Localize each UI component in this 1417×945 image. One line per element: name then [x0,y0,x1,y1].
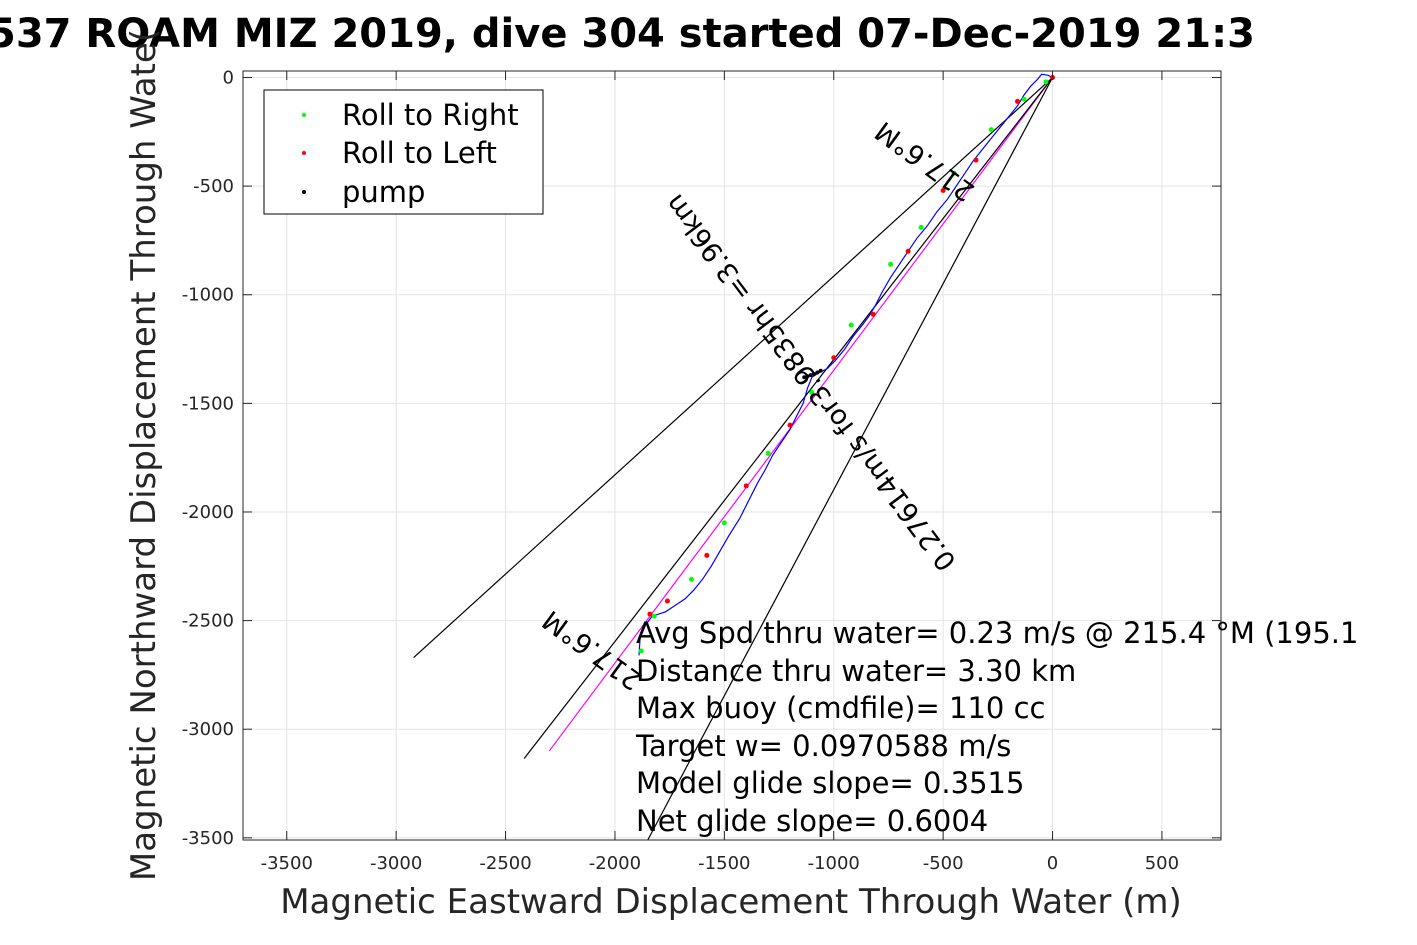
x-tick-label: -3500 [261,853,313,874]
x-tick-label: 0 [1047,853,1058,874]
legend-marker-pump [302,190,306,194]
pump-point [808,373,813,378]
plot-frame [242,70,1222,841]
pump-point [805,374,810,379]
y-tick-label: -1000 [182,285,234,306]
annotation-net-glide: Net glide slope= 0.6004 [636,804,988,838]
roll-left-point [1015,98,1021,104]
roll-left-point [831,355,837,361]
annotation-target-w: Target w= 0.0970588 m/s [635,729,1011,763]
y-tick-label: 0 [223,68,234,89]
x-tick-label: 500 [1145,853,1179,874]
pump-point [812,372,817,377]
x-tick-label: -1500 [698,853,750,874]
x-tick-label: -3000 [370,853,422,874]
legend-label-pump: pump [342,175,425,209]
roll-right-point [721,520,727,526]
rotated-label: 217.6°M [537,604,648,696]
roll-markers [638,75,1056,654]
roll-right-point [765,450,771,456]
x-tick-label: -500 [923,853,964,874]
reference-lines [413,77,1054,841]
roll-right-point [651,613,657,619]
annotation-max-buoy: Max buoy (cmdfile)= 110 cc [636,691,1045,725]
roll-right-point [888,261,894,267]
x-tick-label: -2500 [479,853,531,874]
legend-box [263,89,544,215]
y-tick-label: -3500 [182,828,234,849]
annotation-model-glide: Model glide slope= 0.3515 [636,766,1024,800]
y-tick-label: -1500 [182,393,234,414]
roll-right-point [809,390,815,396]
x-tick-label: -1000 [808,853,860,874]
pump-point [818,368,823,373]
roll-right-point [1043,79,1049,85]
roll-left-point [704,552,710,558]
reference-line-wedge_right [647,77,1054,841]
roll-right-point [918,224,924,230]
roll-right-point [988,127,994,133]
axis-ticks: -3500 -3000 -2500 -2000 -1500 -1000 -500 0 500 0 -… [182,68,1221,874]
y-tick-label: -3000 [182,719,234,740]
legend-marker-roll-left [302,151,306,155]
dive-track [638,73,1053,656]
legend-label-roll-left: Roll to Left [342,136,497,170]
roll-right-point [951,170,957,176]
y-axis-title: Magnetic Northward Displacement Through … [124,29,164,881]
roll-right-point [638,648,644,654]
roll-left-point [940,187,946,193]
y-tick-label: -500 [193,176,234,197]
annotation-distance: Distance thru water= 3.30 km [636,654,1076,688]
legend-marker-roll-right [302,113,306,117]
roll-left-point [664,598,670,604]
chart-title: 537 ROAM MIZ 2019, dive 304 started 07-D… [0,11,1255,57]
x-tick-label: -2000 [589,853,641,874]
roll-left-point [870,311,876,317]
dive-summary: Avg Spd thru water= 0.23 m/s @ 215.4 °M … [635,616,1358,838]
reference-line-hdg [523,77,1054,759]
track-line [638,73,1053,656]
legend: Roll to Right Roll to Left pump [263,89,544,215]
reference-line-net [548,77,1054,752]
roll-right-point [1021,96,1027,102]
roll-left-point [973,157,979,163]
reference-line-wedge_left [413,77,1053,658]
y-tick-label: -2500 [182,611,234,632]
roll-left-point [905,248,911,254]
rotated-label: 0.27614m/s for3.9835hr =3.96km [659,188,962,576]
roll-left-point [647,611,653,617]
legend-label-roll-right: Roll to Right [342,98,519,132]
roll-right-point [848,322,854,328]
roll-left-point [787,422,793,428]
x-axis-title: Magnetic Eastward Displacement Through W… [280,882,1182,922]
pump-point [802,375,807,380]
annotation-avg-speed: Avg Spd thru water= 0.23 m/s @ 215.4 °M … [636,616,1358,650]
roll-right-point [689,576,695,582]
y-tick-label: -2000 [182,502,234,523]
pump-point [815,370,820,375]
rotated-labels: 217.6°M0.27614m/s for3.9835hr =3.96km217… [537,115,980,696]
roll-left-point [743,483,749,489]
